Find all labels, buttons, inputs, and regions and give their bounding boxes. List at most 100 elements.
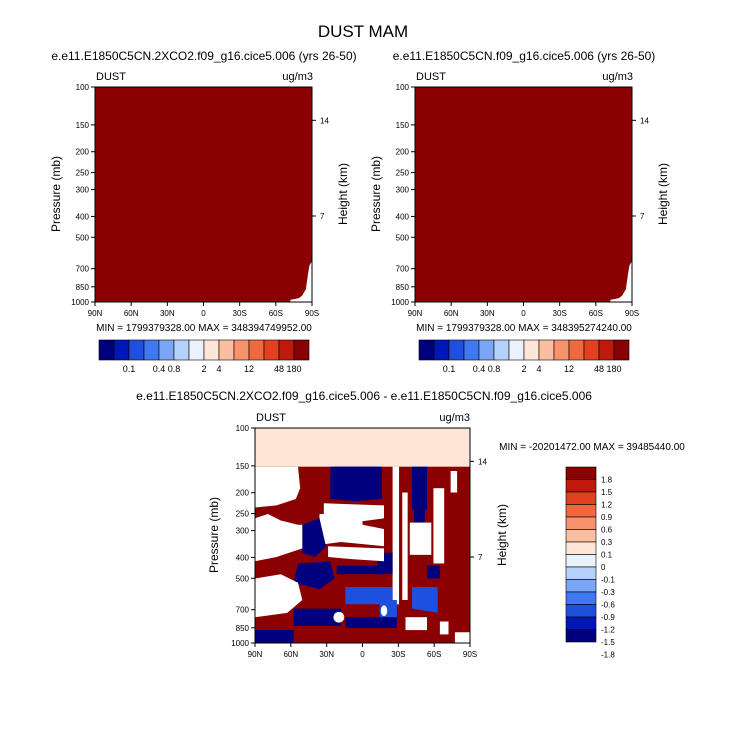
colorbar-label: 0.8	[168, 364, 181, 374]
contour-region	[255, 466, 301, 508]
colorbar-label: 48	[274, 364, 284, 374]
contour-region	[411, 466, 427, 510]
y-axis-right-label: Height (km)	[495, 504, 509, 566]
y-axis-right-label: Height (km)	[336, 163, 350, 225]
contour-region	[409, 522, 432, 555]
contour-region	[333, 611, 345, 623]
x-tick-label: 90S	[463, 650, 477, 659]
colorbar-swatch	[98, 339, 115, 361]
colorbar-swatch	[565, 604, 597, 618]
colorbar-swatch	[233, 339, 250, 361]
colorbar-swatch	[583, 339, 600, 361]
topography-mask	[610, 261, 632, 302]
x-tick-label: 90N	[248, 650, 263, 659]
y-tick-label: 200	[236, 489, 250, 498]
panel-control: e.e11.E1850C5CN.f09_g16.cice5.006 (yrs 2…	[369, 49, 670, 374]
x-tick-label: 0	[360, 650, 365, 659]
colorbar-label: 0.4	[153, 364, 166, 374]
colorbar-label: 0.3	[601, 538, 613, 547]
panel-title: e.e11.E1850C5CN.2XCO2.f09_g16.cice5.006 …	[136, 389, 592, 403]
y-tick-label: 700	[236, 606, 250, 615]
y-tick-label: 850	[76, 283, 90, 292]
dust-field	[415, 87, 632, 302]
colorbar-swatch	[565, 616, 597, 630]
colorbar: 1.8 1.5 1.2 0.9 0.6 0.3 0.1 0 -0.1 -0.3 -0.6 -0.9 -1…	[565, 466, 615, 660]
colorbar-swatch	[128, 339, 145, 361]
panel-title: e.e11.E1850C5CN.2XCO2.f09_g16.cice5.006 …	[51, 49, 356, 63]
y-axis-label: Pressure (mb)	[207, 497, 221, 573]
variable-label: DUST	[416, 71, 446, 83]
contour-region	[405, 617, 427, 631]
colorbar-label: 1.5	[601, 488, 613, 497]
x-tick-label: 90N	[88, 309, 103, 318]
y-right-tick-label: 7	[640, 212, 645, 221]
colorbar-label: -1.8	[601, 651, 615, 660]
colorbar-swatch	[565, 554, 597, 568]
y-right-tick-label: 14	[320, 116, 329, 125]
y-axis-label: Pressure (mb)	[49, 156, 63, 232]
plot-frame	[94, 86, 313, 303]
plot-area: 100 150 200 250 300 400 500 700 850 1000 14 7 90N 60N…	[231, 424, 487, 659]
y-right-tick-label: 7	[478, 553, 483, 562]
y-tick-label: 200	[396, 148, 410, 157]
colorbar-swatch	[565, 566, 597, 580]
colorbar-label: 180	[606, 364, 621, 374]
colorbar-swatch	[248, 339, 265, 361]
y-tick-label: 100	[396, 83, 410, 92]
dust-field	[95, 87, 312, 302]
y-tick-label: 250	[236, 510, 250, 519]
stats-label: MIN = -20201472.00 MAX = 39485440.00	[499, 442, 685, 453]
plot-frame	[254, 427, 471, 644]
y-tick-label: 1000	[71, 298, 89, 307]
units-label: ug/m3	[282, 71, 313, 83]
contour-region	[439, 621, 449, 635]
colorbar-swatch	[565, 541, 597, 555]
colorbar-swatch	[508, 339, 525, 361]
colorbar: 0.1 0.4 0.8 2 4 12 48 180	[418, 339, 630, 374]
colorbar-swatch	[188, 339, 205, 361]
colorbar-swatch	[565, 591, 597, 605]
y-axis-label: Pressure (mb)	[369, 156, 383, 232]
stats-label: MIN = 1799379328.00 MAX = 348395274240.0…	[416, 323, 632, 334]
colorbar-label: -0.3	[601, 588, 615, 597]
colorbar-swatch	[418, 339, 435, 361]
x-tick-label: 90S	[625, 309, 639, 318]
x-tick-label: 30S	[233, 309, 247, 318]
x-tick-label: 0	[201, 309, 206, 318]
y-tick-label: 200	[76, 148, 90, 157]
contour-region	[411, 587, 438, 613]
colorbar-swatch	[598, 339, 615, 361]
y-tick-label: 100	[76, 83, 90, 92]
plot-frame	[414, 86, 633, 303]
x-tick-label: 60N	[444, 309, 459, 318]
x-tick-label: 0	[521, 309, 526, 318]
colorbar-label: 12	[244, 364, 254, 374]
y-tick-label: 400	[396, 212, 410, 221]
colorbar-label: 48	[594, 364, 604, 374]
y-tick-label: 300	[236, 527, 250, 536]
colorbar-label: 0.4	[473, 364, 486, 374]
contour-region	[450, 471, 458, 493]
colorbar-label: 0.1	[443, 364, 456, 374]
y-tick-label: 300	[396, 186, 410, 195]
y-tick-label: 1000	[231, 639, 249, 648]
colorbar-swatch	[143, 339, 160, 361]
colorbar-label: -0.1	[601, 576, 615, 585]
x-tick-label: 60N	[283, 650, 298, 659]
contour-region	[392, 466, 400, 605]
contour-region	[255, 630, 294, 643]
figure-title: DUST MAM	[318, 22, 408, 41]
panel-2xco2: e.e11.E1850C5CN.2XCO2.f09_g16.cice5.006 …	[49, 49, 357, 374]
colorbar-label: 2	[201, 364, 206, 374]
contour-region	[334, 466, 378, 487]
units-label: ug/m3	[439, 412, 470, 424]
colorbar-label: 0.6	[601, 526, 613, 535]
contour-region	[302, 518, 326, 557]
y-axis-right-label: Height (km)	[656, 163, 670, 225]
x-tick-label: 30S	[391, 650, 405, 659]
colorbar-label: 2	[521, 364, 526, 374]
units-label: ug/m3	[602, 71, 633, 83]
contour-region	[427, 565, 440, 579]
panel-title: e.e11.E1850C5CN.f09_g16.cice5.006 (yrs 2…	[393, 49, 656, 63]
